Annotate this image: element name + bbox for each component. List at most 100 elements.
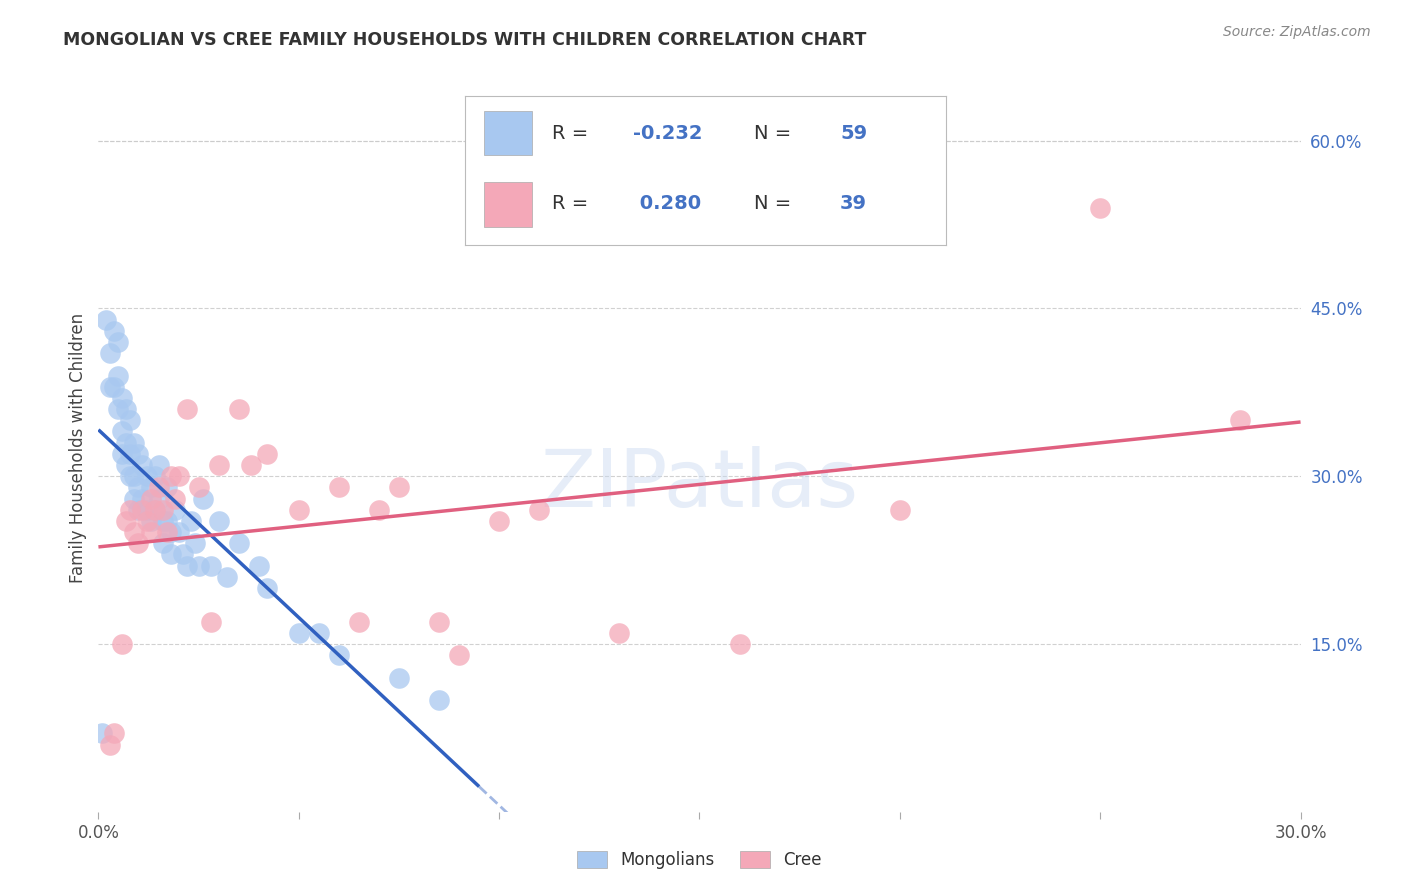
Point [103,324,125,338]
Point [200,615,222,629]
Point [187,480,209,494]
Point [155,480,177,494]
Point [388,671,411,685]
Point [143,502,166,516]
Point [239,458,262,472]
Point [155,525,177,540]
Point [120,469,142,483]
Point [107,368,129,383]
Point [427,693,450,707]
Point [488,514,510,528]
Point [115,458,138,472]
Point [100,738,122,752]
Point [103,380,125,394]
Point [228,536,250,550]
Point [124,525,146,540]
Point [180,514,202,528]
Point [388,480,411,494]
Text: MONGOLIAN VS CREE FAMILY HOUSEHOLDS WITH CHILDREN CORRELATION CHART: MONGOLIAN VS CREE FAMILY HOUSEHOLDS WITH… [63,31,866,49]
Point [131,502,153,516]
Point [124,435,146,450]
Point [124,469,146,483]
Point [155,514,177,528]
Point [368,502,391,516]
Point [115,435,138,450]
Point [139,480,162,494]
Point [163,491,186,506]
Point [159,548,181,562]
Point [124,491,146,506]
Point [529,502,551,516]
Point [128,536,150,550]
Point [176,402,198,417]
Point [167,469,190,483]
Point [208,514,231,528]
Point [228,402,250,417]
Point [152,536,174,550]
Point [200,558,222,573]
Point [427,615,450,629]
Point [247,558,270,573]
Point [143,502,166,516]
Point [100,380,122,394]
Point [111,637,134,651]
Point [256,581,278,595]
Point [115,402,138,417]
Point [889,502,911,516]
Point [328,648,350,662]
Point [1229,413,1251,427]
Point [148,491,170,506]
Point [159,525,181,540]
Point [100,346,122,360]
Point [120,502,142,516]
Point [159,469,181,483]
Point [152,514,174,528]
Point [347,615,370,629]
Point [152,502,174,516]
Point [135,514,157,528]
Point [167,525,190,540]
Point [143,469,166,483]
Legend: Mongolians, Cree: Mongolians, Cree [571,845,828,876]
Point [328,480,350,494]
Point [208,458,231,472]
Point [728,637,751,651]
Point [172,548,194,562]
Point [256,447,278,461]
Point [91,726,114,740]
Point [131,491,153,506]
Point [135,502,157,516]
Point [111,425,134,439]
Point [128,480,150,494]
Point [111,391,134,405]
Point [148,480,170,494]
Point [163,502,186,516]
Point [139,491,162,506]
Y-axis label: Family Households with Children: Family Households with Children [69,313,87,583]
Point [96,312,118,326]
Point [128,447,150,461]
Point [111,447,134,461]
Point [609,625,631,640]
Point [139,525,162,540]
Point [115,514,138,528]
Text: ZIPatlas: ZIPatlas [540,446,859,524]
Point [176,558,198,573]
Point [135,469,157,483]
Point [288,625,311,640]
Text: Source: ZipAtlas.com: Source: ZipAtlas.com [1223,25,1371,39]
Point [187,558,209,573]
Point [183,536,205,550]
Point [447,648,470,662]
Point [288,502,311,516]
Point [131,458,153,472]
Point [139,514,162,528]
Point [191,491,214,506]
Point [107,402,129,417]
Point [215,570,238,584]
Point [128,502,150,516]
Point [308,625,330,640]
Point [107,334,129,349]
Point [103,726,125,740]
Point [120,447,142,461]
